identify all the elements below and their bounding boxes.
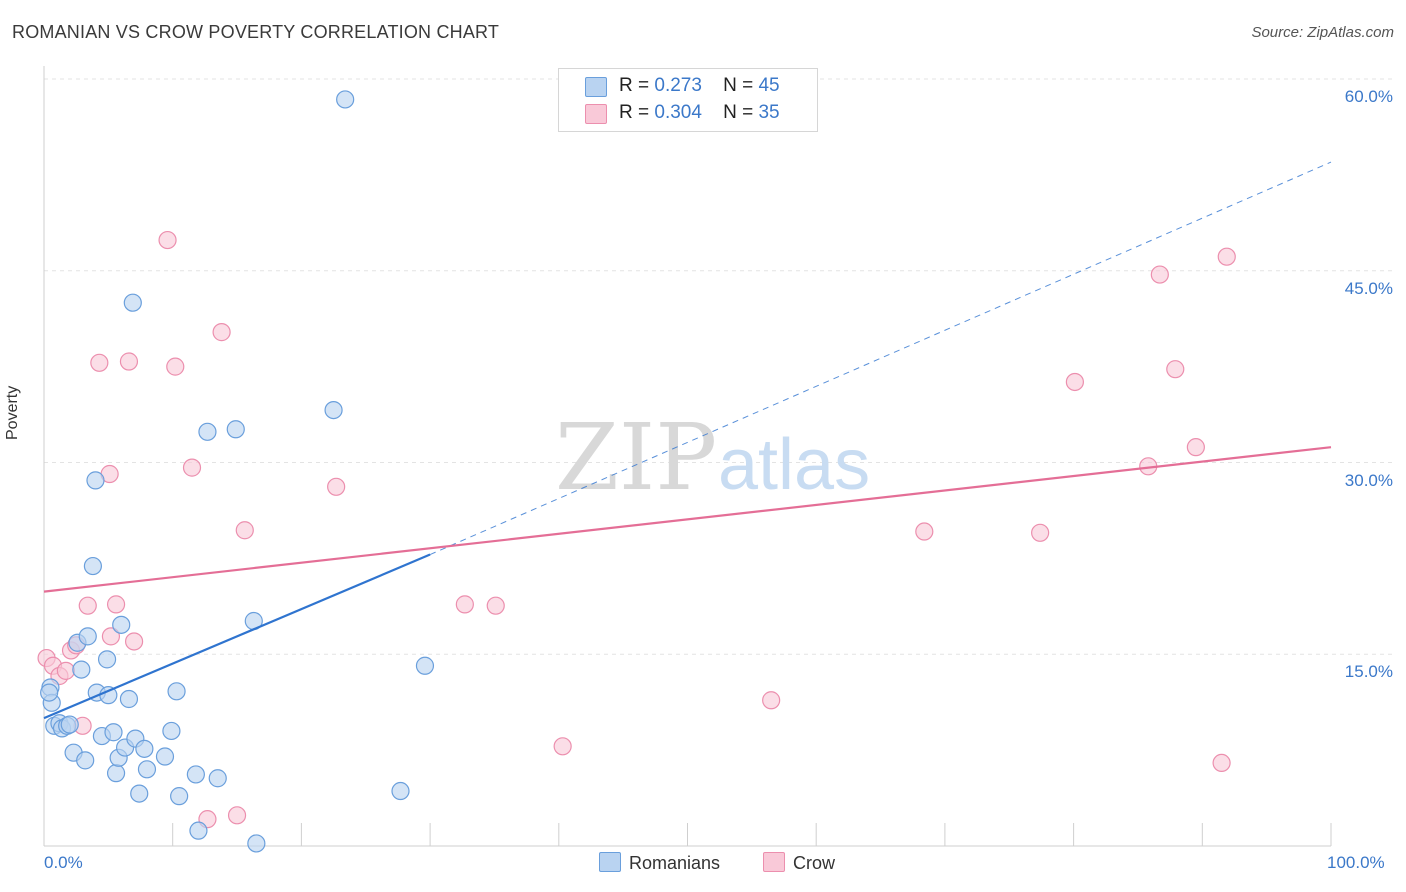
bottom-legend-romanians: Romanians: [599, 852, 720, 874]
crow-point: [455, 595, 474, 614]
romanians-point: [247, 834, 266, 853]
y-tick-label: 60.0%: [1344, 87, 1393, 106]
legend-r-label: R =: [619, 102, 650, 123]
watermark: ZIP atlas: [555, 404, 870, 511]
romanians-swatch: [599, 852, 621, 872]
romanians-point: [119, 689, 139, 709]
crow-point: [78, 596, 97, 615]
legend-n-label: N =: [723, 102, 754, 123]
crow-points: [37, 230, 1236, 829]
crow-point: [1031, 523, 1050, 542]
x-tick-max: 100.0%: [1327, 853, 1385, 872]
crow-swatch: [585, 104, 607, 124]
legend-n-value: 35: [758, 102, 780, 123]
chart-title: ROMANIAN VS CROW POVERTY CORRELATION CHA…: [12, 22, 500, 42]
romanians-point: [104, 723, 123, 742]
romanians-point: [72, 660, 91, 679]
romanians-point: [97, 650, 117, 669]
romanians-point: [86, 471, 105, 490]
romanians-point: [167, 682, 186, 701]
watermark-atlas: atlas: [718, 425, 870, 505]
romanians-point: [60, 715, 79, 734]
romanians-point: [40, 683, 59, 702]
crow-point: [119, 352, 139, 371]
crow-point: [1212, 753, 1231, 773]
crow-point: [1150, 265, 1169, 284]
romanians-point: [226, 420, 245, 439]
legend-r-value: 0.273: [654, 75, 702, 96]
y-tick-label: 30.0%: [1344, 470, 1393, 490]
romanians-point: [123, 293, 142, 312]
romanians-point: [189, 821, 208, 840]
crow-point: [158, 230, 177, 250]
romanians-points: [40, 90, 435, 853]
crow-point: [227, 806, 247, 825]
crow-trend-line: [43, 446, 1332, 593]
legend-r-label: R =: [619, 75, 650, 96]
romanians-point: [336, 90, 355, 109]
legend-n-value: 45: [758, 75, 780, 96]
romanians-swatch: [585, 77, 607, 97]
bottom-legend-crow: Crow: [763, 852, 835, 874]
crow-point: [762, 691, 781, 710]
crow-point: [56, 661, 75, 680]
romanians-point: [130, 784, 149, 803]
romanians-point: [155, 747, 175, 766]
crow-point: [1166, 360, 1185, 379]
y-tick-label: 45.0%: [1344, 278, 1393, 298]
crow-point: [182, 458, 202, 477]
romanians-point: [78, 627, 97, 646]
crow-point: [486, 596, 505, 615]
crow-point: [327, 477, 346, 496]
y-tick-label: 15.0%: [1344, 662, 1393, 682]
crow-point: [101, 627, 121, 646]
romanians-point: [415, 656, 435, 675]
romanians-point: [170, 787, 189, 806]
crow-point: [90, 353, 109, 372]
romanians-point: [391, 781, 410, 801]
romanians-point: [208, 769, 227, 788]
crow-point: [1186, 438, 1205, 457]
romanians-point: [76, 751, 95, 770]
crow-point: [106, 595, 126, 614]
crow-point: [212, 323, 231, 342]
trend-lines: [43, 161, 1332, 720]
crow-point: [915, 522, 934, 541]
romanians-point: [83, 556, 103, 576]
romanians-trend-line: [43, 553, 431, 720]
romanians-point: [324, 400, 343, 420]
x-tick-min: 0.0%: [44, 853, 83, 872]
crow-point: [1065, 372, 1084, 392]
crow-point: [124, 632, 144, 651]
bottom-legend-label: Crow: [793, 853, 836, 873]
romanians-point: [186, 765, 205, 784]
romanians-point: [135, 739, 154, 758]
romanians-point: [162, 721, 181, 741]
crow-point: [1217, 247, 1236, 266]
chart-source: Source: ZipAtlas.com: [1251, 24, 1394, 41]
crow-swatch: [763, 852, 785, 872]
romanians-point: [106, 764, 126, 783]
romanians-point: [198, 422, 217, 441]
crow-point: [553, 737, 572, 756]
crow-point: [166, 357, 185, 376]
bottom-legend-label: Romanians: [629, 853, 721, 873]
romanians-point: [137, 760, 157, 779]
legend-r-value: 0.304: [654, 102, 702, 123]
correlation-legend: R = 0.273 N = 45 R = 0.304 N = 35: [558, 68, 818, 132]
crow-point: [235, 521, 254, 540]
romanians-point: [112, 615, 131, 634]
watermark-zip: ZIP: [555, 404, 717, 511]
romanians-trend-extension: [429, 161, 1332, 555]
legend-n-label: N =: [723, 75, 754, 96]
